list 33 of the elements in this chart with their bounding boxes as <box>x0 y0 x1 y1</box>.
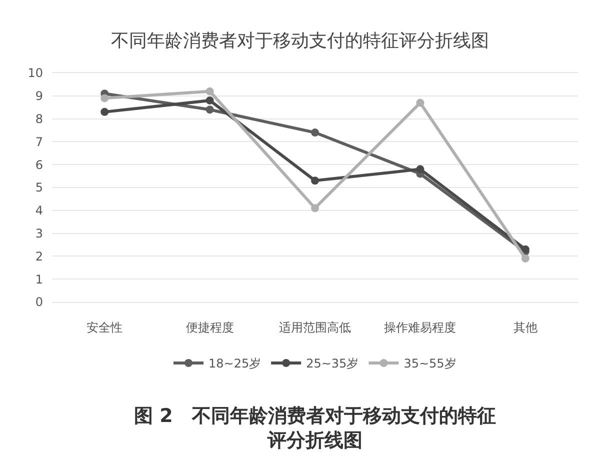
point <box>206 106 214 114</box>
point <box>521 245 530 254</box>
y-tick-label: 3 <box>35 226 43 240</box>
x-tick-label: 操作难易程度 <box>384 320 456 334</box>
legend-label: 18~25岁 <box>208 356 262 371</box>
chart-title: 不同年龄消费者对于移动支付的特征评分折线图 <box>111 30 489 52</box>
point <box>206 87 214 96</box>
x-tick-label: 适用范围高低 <box>279 320 351 334</box>
point <box>311 176 319 185</box>
point <box>311 204 319 212</box>
point <box>416 98 424 107</box>
y-tick-label: 2 <box>35 249 43 264</box>
point <box>100 108 109 116</box>
y-tick-label: 10 <box>28 66 43 80</box>
y-tick-label: 8 <box>35 112 43 126</box>
x-tick-label: 其他 <box>513 320 538 334</box>
x-tick-label: 安全性 <box>86 320 123 334</box>
point <box>311 128 319 137</box>
point <box>100 94 109 102</box>
y-tick-label: 9 <box>35 89 43 104</box>
point <box>521 254 530 262</box>
y-tick-label: 1 <box>35 272 43 286</box>
y-tick-label: 5 <box>35 180 43 195</box>
caption: 图 2 不同年龄消费者对于移动支付的特征评分折线图 <box>134 405 496 452</box>
x-tick-label: 便捷程度 <box>186 320 234 334</box>
y-tick-label: 0 <box>35 295 43 310</box>
y-tick-label: 4 <box>35 204 43 218</box>
point <box>206 96 214 104</box>
y-tick-label: 6 <box>35 158 43 172</box>
y-tick-label: 7 <box>35 134 43 149</box>
legend-label: 25~35岁 <box>306 356 359 371</box>
legend-label: 35~55岁 <box>404 356 456 371</box>
point <box>416 165 424 174</box>
